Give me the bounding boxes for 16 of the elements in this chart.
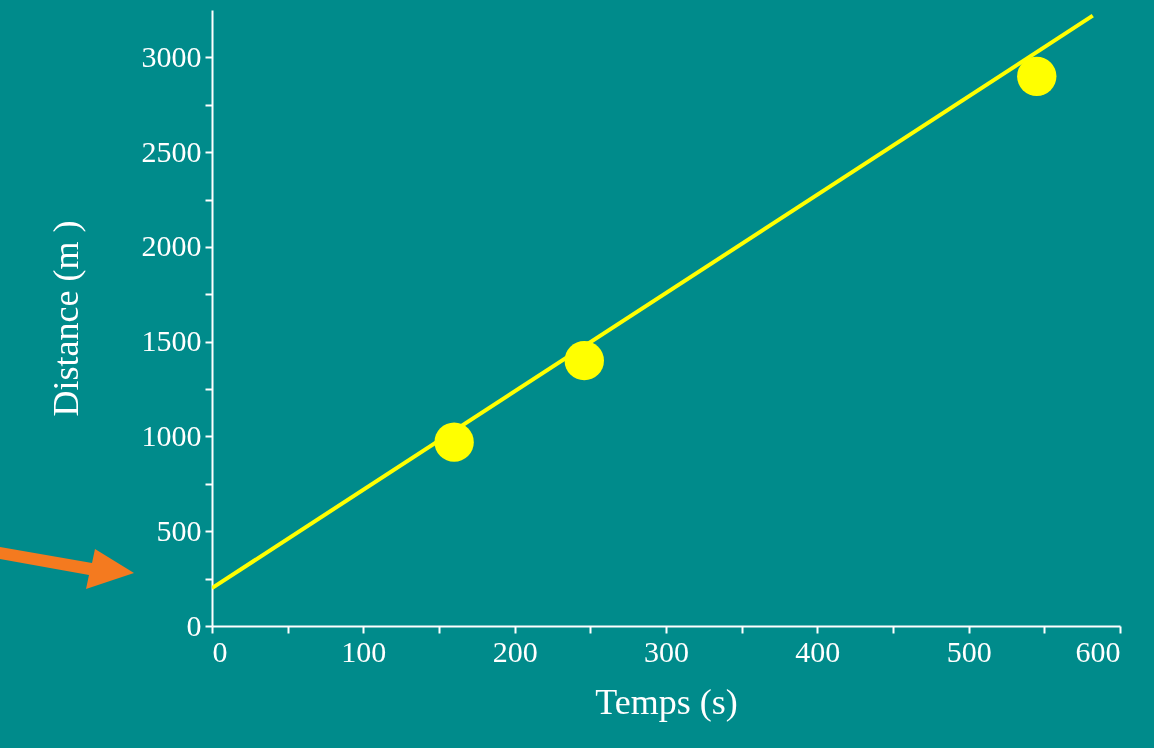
y-tick-label: 0 [186,608,202,642]
x-tick-label: 300 [644,634,689,668]
x-axis-title: Temps (s) [595,681,738,722]
x-tick-label: 0 [212,634,228,668]
x-tick-label: 400 [795,634,841,668]
y-tick-label: 2000 [141,229,202,263]
y-tick-label: 500 [156,513,202,547]
y-tick-label: 3000 [141,39,202,73]
x-tick-label: 100 [341,634,387,668]
x-tick-label: 200 [492,634,538,668]
y-tick-label: 1000 [141,418,202,452]
y-axis-title: Distance (m ) [45,220,86,417]
x-tick-label: 500 [946,634,992,668]
y-tick-label: 1500 [141,324,202,358]
y-tick-label: 2500 [141,134,202,168]
x-tick-label: 600 [1075,634,1121,668]
